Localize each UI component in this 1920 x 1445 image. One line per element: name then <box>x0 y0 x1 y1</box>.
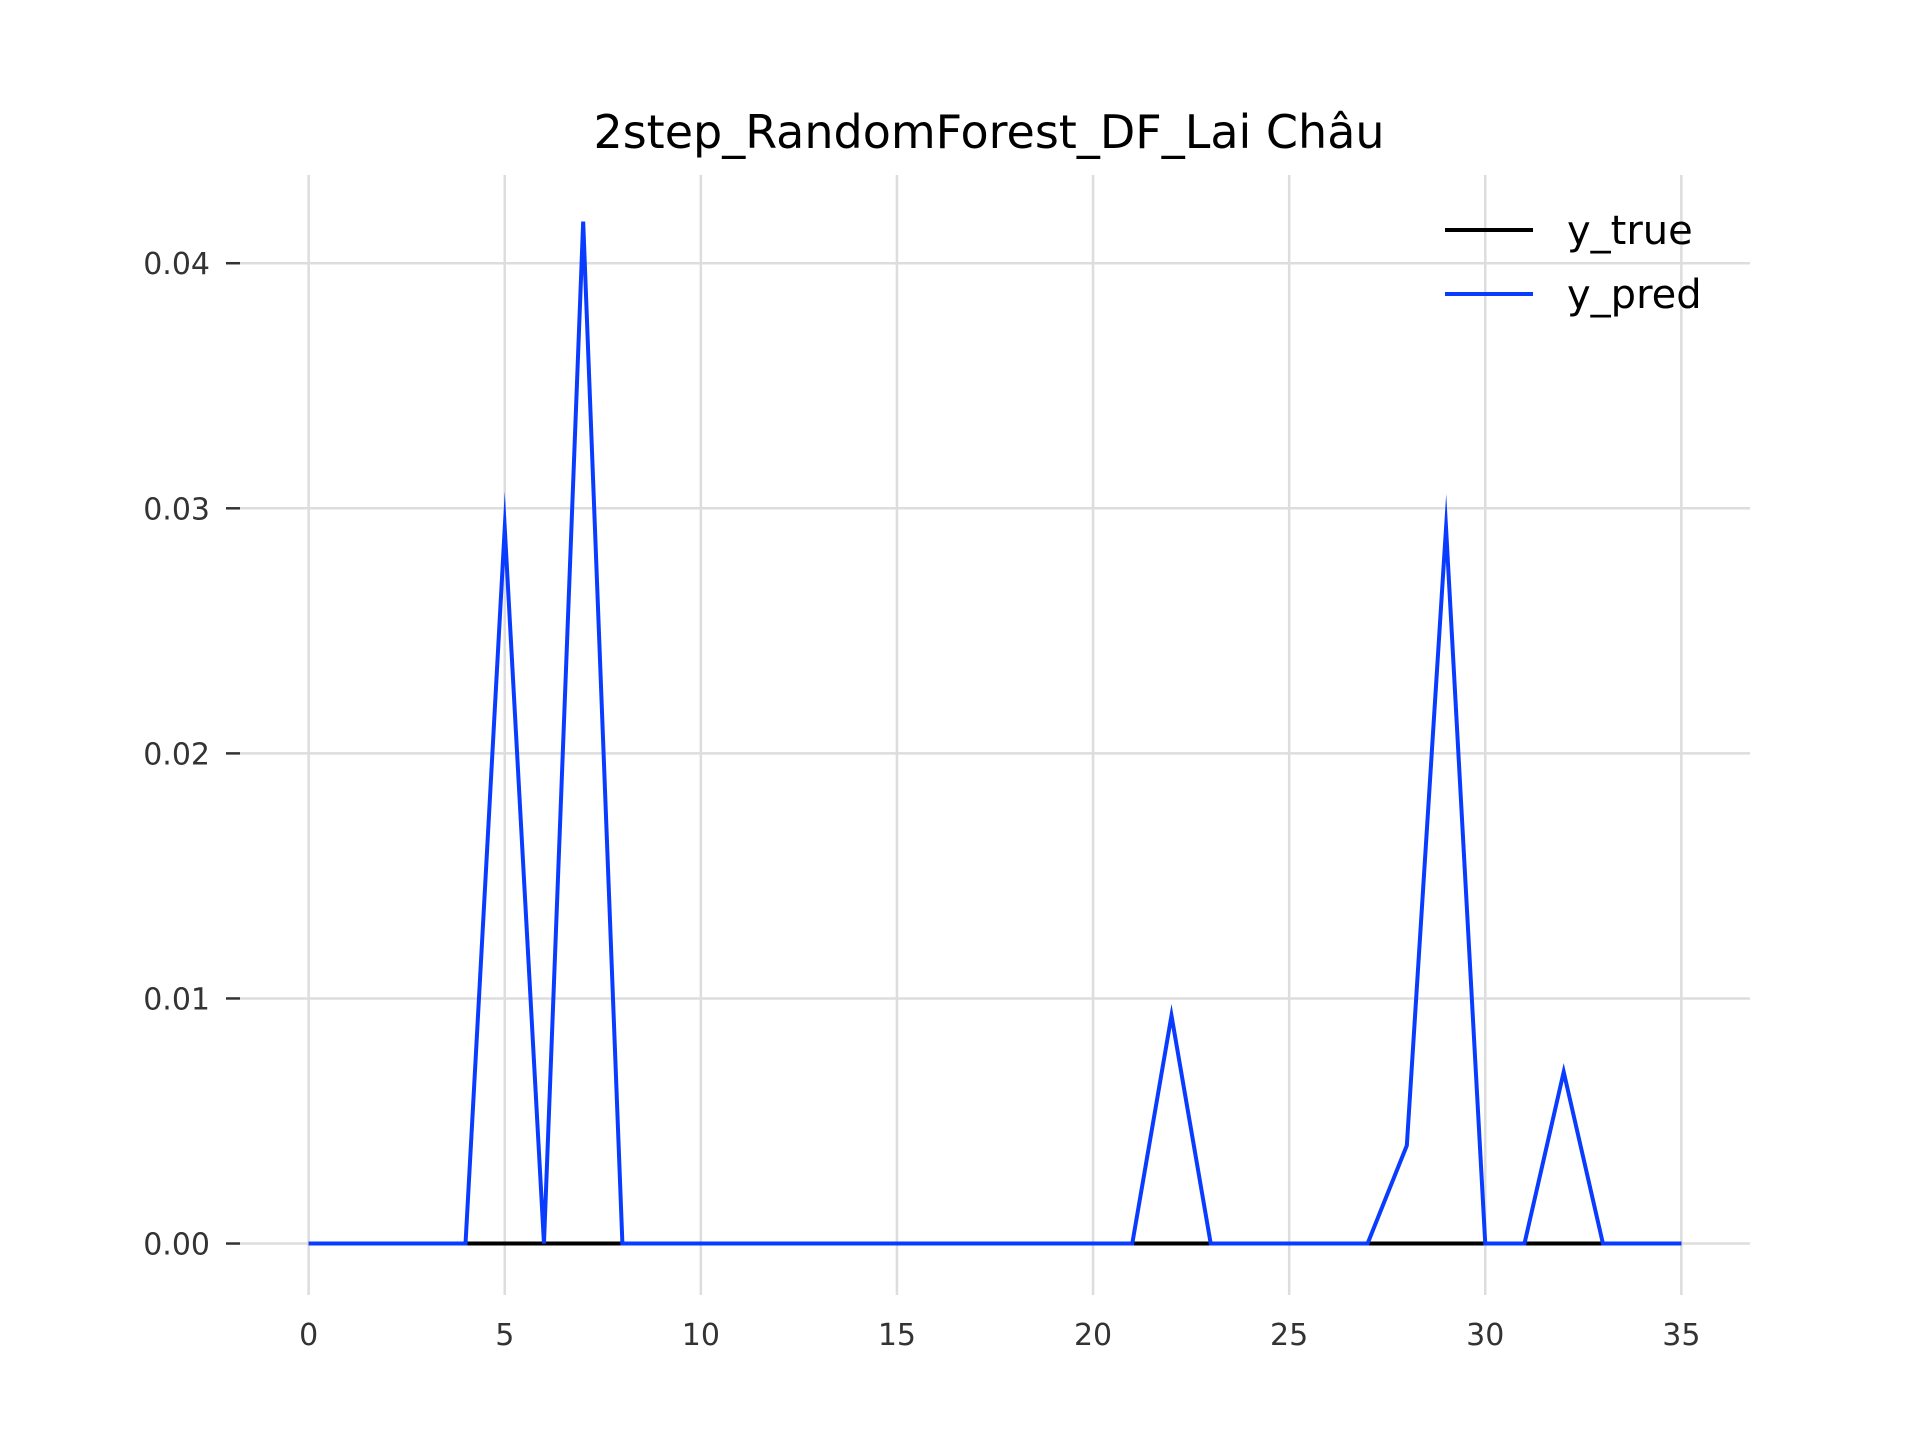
x-tick-label: 0 <box>299 1318 318 1353</box>
legend-label-y-pred: y_pred <box>1567 272 1702 318</box>
y-tick-label: 0.03 <box>143 492 210 527</box>
axes: 0 5 10 15 20 25 30 35 0.00 0.01 0.02 0.03 0.04 <box>143 247 1700 1353</box>
x-tick-label: 20 <box>1074 1318 1112 1353</box>
x-tick-label: 5 <box>495 1318 514 1353</box>
x-tick-label: 35 <box>1662 1318 1700 1353</box>
x-tick-label: 15 <box>878 1318 916 1353</box>
x-tick-label: 10 <box>682 1318 720 1353</box>
y-tick-label: 0.01 <box>143 982 210 1017</box>
chart-title: 2step_RandomForest_DF_Lai Châu <box>593 105 1384 159</box>
y-tick-label: 0.00 <box>143 1228 210 1263</box>
legend-label-y-true: y_true <box>1567 208 1693 254</box>
y-tick-label: 0.04 <box>143 247 210 282</box>
legend: y_true y_pred <box>1445 208 1702 318</box>
series-line-y-pred <box>308 221 1682 1246</box>
x-tick-label: 30 <box>1466 1318 1504 1353</box>
y-tick-label: 0.02 <box>143 737 210 772</box>
series-lines <box>308 221 1682 1246</box>
grid <box>240 175 1750 1295</box>
x-tick-label: 25 <box>1270 1318 1308 1353</box>
